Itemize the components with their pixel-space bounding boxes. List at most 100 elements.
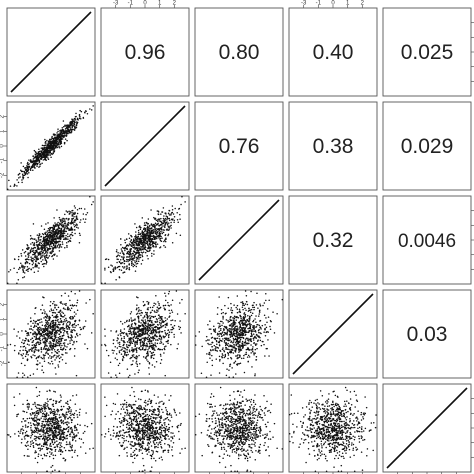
scatter-point (167, 304, 170, 307)
scatter-point (142, 356, 145, 358)
scatter-point (138, 354, 140, 357)
scatter-point (167, 340, 169, 342)
scatter-point (148, 229, 150, 231)
scatter-point (37, 356, 40, 359)
scatter-point (128, 339, 130, 342)
scatter-point (22, 372, 24, 374)
scatter-point (243, 318, 245, 320)
scatter-point (47, 227, 50, 230)
scatter-point (145, 320, 147, 323)
scatter-point (52, 326, 54, 329)
scatter-point (155, 219, 158, 221)
scatter-point (43, 357, 45, 360)
scatter-point (107, 266, 110, 268)
scatter-point (149, 306, 152, 309)
scatter-point (40, 327, 42, 330)
scatter-point (225, 343, 228, 346)
scatter-point (58, 361, 61, 363)
scatter-point (147, 336, 149, 339)
scatter-point (147, 360, 149, 363)
scatter-point (17, 352, 20, 354)
scatter-point (248, 318, 250, 320)
scatter-point (228, 320, 231, 323)
scatter-point (131, 320, 133, 323)
scatter-point (28, 328, 31, 330)
scatter-point (49, 327, 52, 329)
scatter-point (63, 303, 66, 305)
scatter-point (226, 368, 228, 370)
scatter-point (247, 337, 249, 340)
scatter-point (33, 350, 35, 352)
scatter-point (130, 339, 132, 341)
scatter-point (148, 250, 151, 252)
scatter-point (79, 221, 81, 223)
scatter-point (212, 349, 214, 352)
scatter-point (218, 323, 221, 325)
scatter-point (234, 360, 237, 362)
scatter-point (62, 405, 65, 408)
scatter-point (235, 335, 237, 338)
scatter-point (44, 332, 47, 335)
scatter-point (126, 256, 129, 258)
scatter-point (130, 254, 132, 256)
scatter-point (267, 339, 269, 341)
scatter-point (64, 308, 66, 311)
scatter-point (40, 246, 43, 249)
scatter-point (41, 321, 43, 323)
scatter-point (134, 341, 136, 344)
scatter-point (264, 334, 267, 337)
scatter-point (104, 328, 106, 330)
scatter-point (229, 316, 232, 318)
scatter-point (67, 306, 69, 309)
scatter-point (29, 234, 32, 237)
scatter-point (272, 311, 274, 313)
scatter-point (29, 238, 32, 240)
scatter-point (47, 143, 49, 145)
scatter-point (153, 310, 156, 312)
scatter-point (180, 332, 182, 334)
scatter-point (168, 331, 171, 333)
scatter-point (164, 308, 167, 311)
panel-r4-c3 (194, 289, 284, 379)
scatter-point (139, 329, 141, 332)
scatter-point (166, 332, 169, 335)
scatter-point (37, 319, 40, 321)
scatter-point (152, 345, 154, 347)
scatter-point (164, 240, 167, 243)
scatter-point (34, 347, 36, 349)
scatter-point (134, 373, 136, 375)
scatter-point (243, 371, 246, 374)
scatter-point (70, 128, 73, 131)
scatter-point (156, 237, 158, 240)
scatter-point (133, 256, 136, 258)
scatter-point (43, 252, 45, 255)
scatter-point (152, 351, 155, 354)
scatter-point (64, 292, 66, 294)
scatter-point (44, 237, 46, 239)
scatter-point (63, 232, 66, 234)
scatter-point (147, 329, 149, 332)
scatter-point (135, 341, 138, 344)
scatter-point (173, 221, 175, 223)
scatter-point (27, 252, 29, 254)
scatter-point (20, 345, 22, 348)
scatter-point (127, 260, 129, 263)
scatter-point (56, 135, 59, 137)
scatter-point (27, 333, 29, 335)
scatter-point (255, 359, 258, 361)
scatter-point (54, 235, 56, 237)
scatter-point (132, 252, 134, 255)
scatter-point (142, 232, 144, 235)
scatter-point (137, 296, 139, 299)
scatter-point (135, 226, 138, 229)
scatter-point (162, 207, 165, 209)
scatter-point (153, 366, 156, 368)
scatter-point (30, 161, 32, 163)
scatter-point (133, 332, 135, 335)
scatter-point (74, 326, 76, 329)
scatter-point (46, 320, 48, 322)
scatter-point (218, 326, 220, 329)
scatter-point (34, 161, 37, 163)
scatter-point (60, 338, 63, 341)
scatter-point (32, 339, 35, 342)
